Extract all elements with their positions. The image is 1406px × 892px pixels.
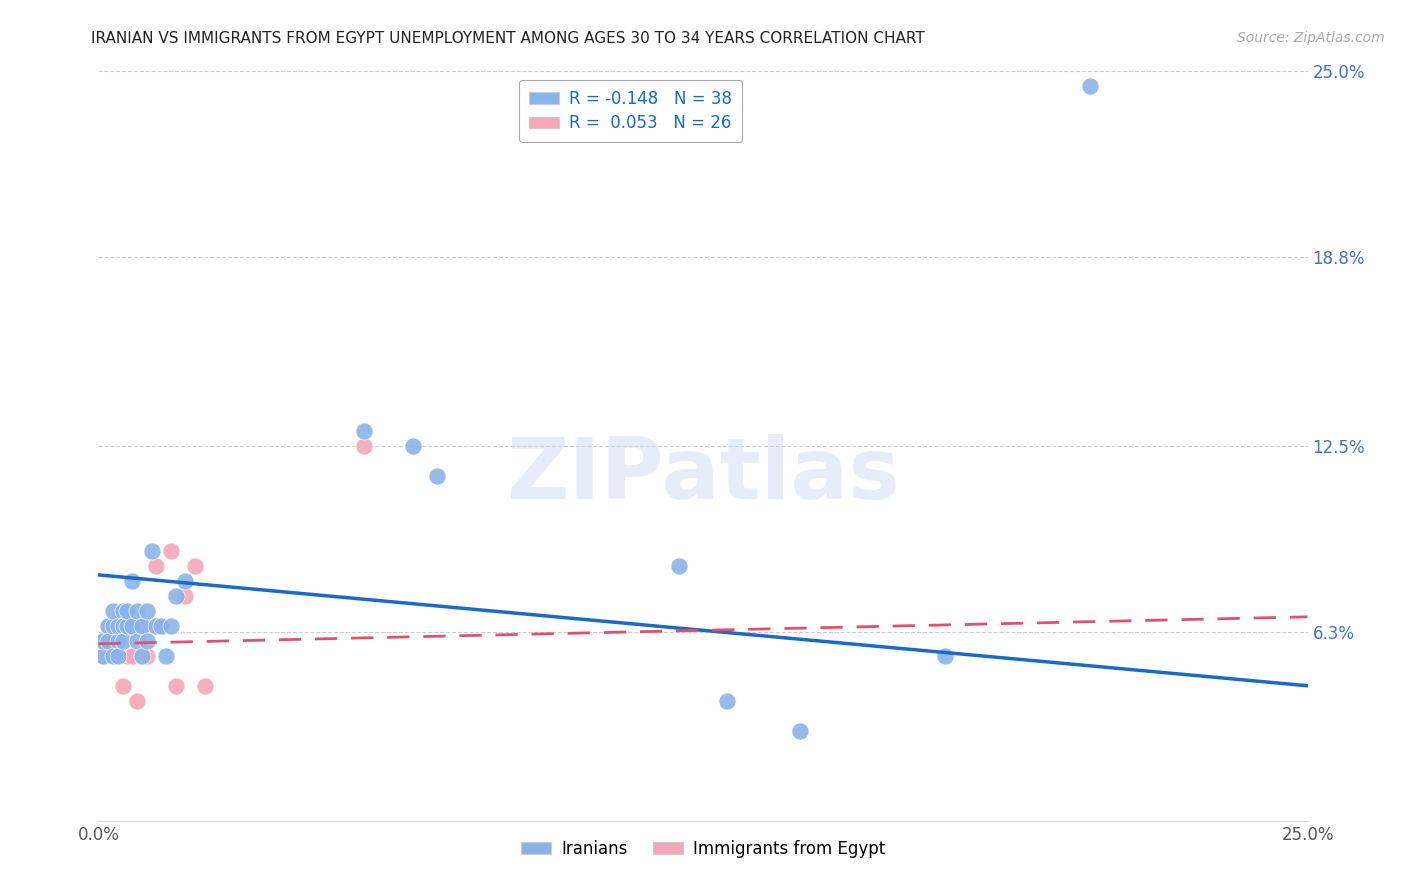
Point [141, 619, 163, 633]
Point [131, 648, 153, 663]
Point [135, 648, 157, 663]
Point [155, 648, 177, 663]
Point [117, 619, 139, 633]
Point [111, 619, 134, 633]
Legend: Iranians, Immigrants from Egypt: Iranians, Immigrants from Egypt [515, 833, 891, 864]
Point [145, 558, 167, 573]
Point [131, 648, 153, 663]
Point [97, 633, 120, 648]
Point [426, 469, 449, 483]
Point [91, 633, 114, 648]
Point [353, 424, 375, 438]
Point [934, 648, 956, 663]
Point [111, 633, 134, 648]
Point [150, 619, 173, 633]
Point [402, 439, 425, 453]
Point [111, 679, 134, 693]
Point [127, 604, 149, 618]
Point [111, 619, 134, 633]
Point [174, 574, 197, 588]
Point [97, 619, 120, 633]
Point [131, 619, 153, 633]
Point [668, 558, 690, 573]
Point [135, 633, 157, 648]
Point [91, 648, 114, 663]
Point [111, 604, 134, 618]
Point [194, 679, 217, 693]
Point [165, 589, 187, 603]
Point [121, 619, 143, 633]
Text: Source: ZipAtlas.com: Source: ZipAtlas.com [1237, 31, 1385, 45]
Point [121, 619, 143, 633]
Point [117, 619, 139, 633]
Text: IRANIAN VS IMMIGRANTS FROM EGYPT UNEMPLOYMENT AMONG AGES 30 TO 34 YEARS CORRELAT: IRANIAN VS IMMIGRANTS FROM EGYPT UNEMPLO… [91, 31, 925, 46]
Point [145, 619, 167, 633]
Point [131, 619, 153, 633]
Point [107, 619, 129, 633]
Point [101, 648, 124, 663]
Point [107, 633, 129, 648]
Point [1078, 79, 1101, 94]
Point [353, 439, 375, 453]
Point [127, 694, 149, 708]
Point [135, 604, 157, 618]
Point [121, 574, 143, 588]
Point [160, 619, 183, 633]
Point [160, 544, 183, 558]
Point [91, 648, 114, 663]
Point [789, 723, 811, 738]
Point [121, 648, 143, 663]
Point [101, 648, 124, 663]
Point [107, 633, 129, 648]
Point [97, 619, 120, 633]
Point [117, 604, 139, 618]
Point [165, 679, 187, 693]
Point [150, 619, 173, 633]
Point [107, 619, 129, 633]
Point [184, 558, 207, 573]
Point [101, 604, 124, 618]
Point [174, 589, 197, 603]
Point [91, 633, 114, 648]
Point [107, 648, 129, 663]
Point [117, 648, 139, 663]
Point [101, 619, 124, 633]
Text: ZIPatlas: ZIPatlas [506, 434, 900, 517]
Point [716, 694, 738, 708]
Point [127, 633, 149, 648]
Point [141, 544, 163, 558]
Point [97, 633, 120, 648]
